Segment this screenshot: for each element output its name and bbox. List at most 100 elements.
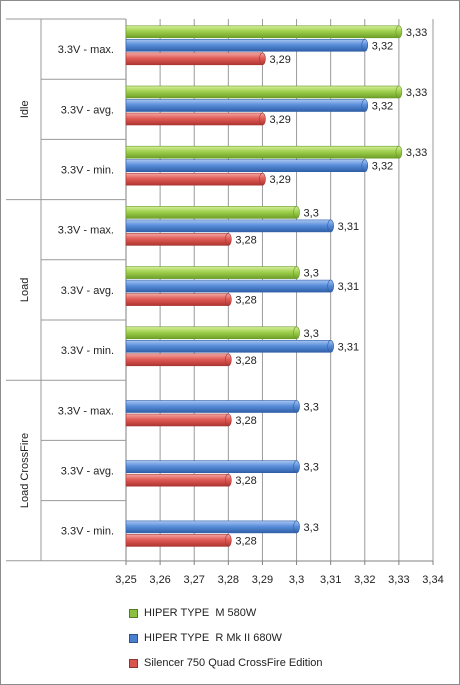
bar-cap [395,85,403,99]
data-label: 3,3 [304,207,319,219]
bar-cap [361,38,369,52]
category-label: 3.3V - max. [58,225,114,237]
category-label: 3.3V - min. [61,345,114,357]
data-label: 3,3 [304,402,319,414]
bar-cap [327,339,334,353]
legend-item: Silencer 750 Quad CrossFire Edition [129,655,449,671]
legend-item: HIPER TYPE M 580W [129,605,449,621]
bar [125,172,263,186]
data-label: 3,33 [406,147,427,159]
bar [125,52,263,66]
bar [125,233,229,246]
category-label: 3.3V - avg. [61,466,114,478]
bar-cap [259,112,266,126]
data-label: 3,31 [338,281,359,293]
bar [125,413,229,427]
bar-cap [293,520,300,534]
group-label: Idle [19,100,31,118]
data-label: 3,28 [235,295,256,307]
bar [125,206,297,219]
x-tick-label: 3,29 [252,574,273,586]
bar-cap [259,172,266,186]
bar-cap [259,52,266,66]
data-label: 3,3 [304,268,319,280]
bar [125,99,366,112]
legend: HIPER TYPE M 580W HIPER TYPE R Mk II 680W… [129,605,449,680]
category-label: 3.3V - max. [58,405,114,417]
category-label: 3.3V - max. [58,44,114,56]
data-label: 3,31 [338,341,359,353]
bar [125,473,229,487]
bar-cap [293,460,300,474]
data-label: 3,32 [372,101,393,113]
x-tick-label: 3,25 [115,574,136,586]
bar [125,353,229,367]
category-label: 3.3V - avg. [61,285,114,297]
bar [125,85,400,99]
bar [125,279,331,293]
bar-cap [225,473,232,487]
legend-label: Silencer 750 Quad CrossFire Edition [144,657,323,669]
x-tick-label: 3,27 [184,574,205,586]
data-label: 3,28 [235,355,256,367]
data-label: 3,3 [304,522,319,534]
bar [125,293,229,306]
data-label: 3,3 [304,462,319,474]
x-tick-label: 3,32 [354,574,375,586]
bar [125,266,297,279]
legend-label: HIPER TYPE R Mk II 680W [144,632,282,644]
bar-cap [361,159,369,172]
bar-cap [293,326,300,340]
bar [125,112,263,126]
bar [125,25,400,39]
bar-chart: 3,25 3,26 3,27 3,28 3,29 3,3 3,31 3,32 3,33 3,34 … [6,18,444,586]
data-label: 3,29 [269,54,290,66]
bar-cap [293,206,300,219]
bar [125,326,297,340]
data-label: 3,33 [406,87,427,99]
bar [125,339,331,353]
bar [125,38,366,52]
x-tick-label: 3,31 [320,574,341,586]
data-label: 3,28 [235,475,256,487]
data-label: 3,32 [372,40,393,52]
bar [125,219,331,233]
legend-swatch [129,658,138,668]
data-label: 3,31 [338,221,359,233]
legend-label: HIPER TYPE M 580W [144,607,257,619]
data-label: 3,33 [406,27,427,39]
bar [125,400,297,413]
data-label: 3,3 [304,328,319,340]
bar-cap [225,534,232,547]
x-tick-label: 3,26 [149,574,170,586]
bar-cap [293,400,300,413]
bar-cap [225,413,232,427]
data-label: 3,29 [269,114,290,126]
data-label: 3,28 [235,234,256,246]
bar-cap [225,293,232,306]
category-label: 3.3V - avg. [61,104,114,116]
legend-item: HIPER TYPE R Mk II 680W [129,630,449,646]
legend-swatch [129,633,138,643]
data-label: 3,28 [235,535,256,547]
category-label: 3.3V - min. [61,165,114,177]
group-label: Load [19,278,31,302]
bar [125,520,297,534]
bar [125,460,297,474]
data-label: 3,32 [372,161,393,173]
bar [125,534,229,547]
bar [125,145,400,159]
bar-cap [293,266,300,279]
bar [125,159,366,172]
legend-swatch [129,608,138,618]
x-tick-label: 3,3 [289,574,304,586]
category-label: 3.3V - min. [61,526,114,538]
x-tick-label: 3,33 [388,574,409,586]
bar-cap [395,25,403,39]
x-tick-label: 3,34 [422,574,443,586]
bar-cap [327,279,334,293]
bar-cap [225,353,232,367]
x-tick-label: 3,28 [218,574,239,586]
bar-cap [327,219,334,233]
bar-cap [361,99,369,112]
